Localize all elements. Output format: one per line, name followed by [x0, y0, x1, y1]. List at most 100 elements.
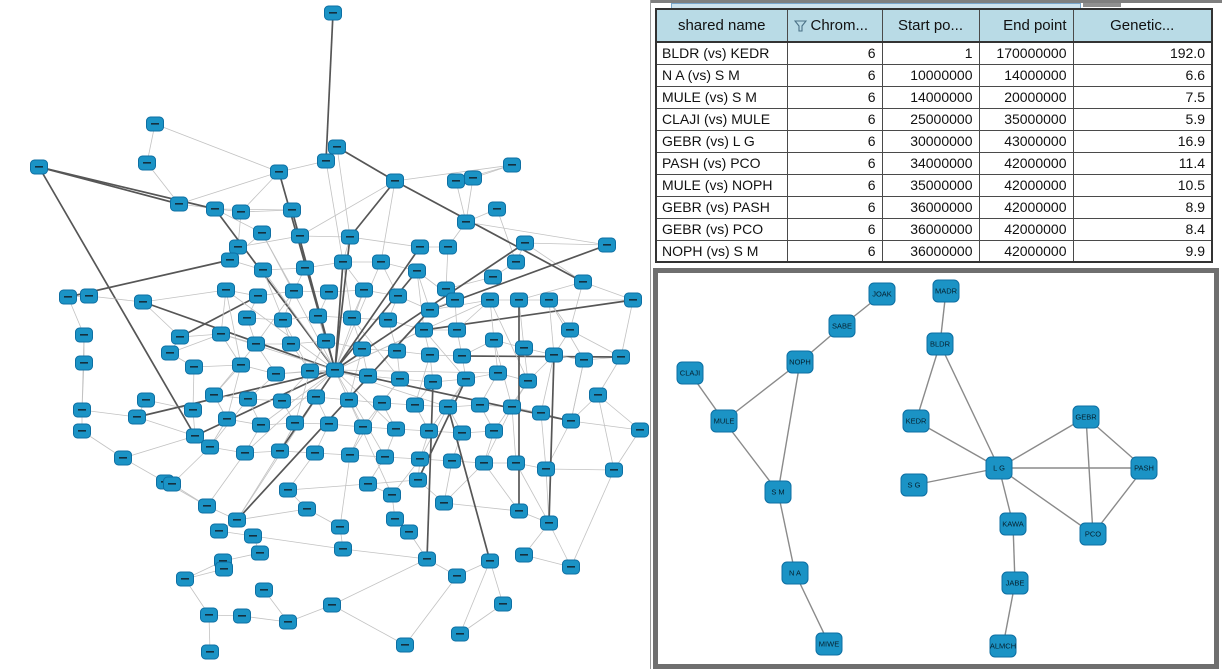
- network-node[interactable]: [184, 402, 202, 418]
- network-node[interactable]: [388, 343, 406, 359]
- network-node[interactable]: [291, 228, 309, 244]
- network-node[interactable]: [411, 451, 429, 467]
- network-node[interactable]: [376, 449, 394, 465]
- network-node[interactable]: [510, 503, 528, 519]
- network-node[interactable]: [200, 607, 218, 623]
- network-node[interactable]: [283, 202, 301, 218]
- network-node[interactable]: [328, 139, 346, 155]
- network-node[interactable]: [386, 173, 404, 189]
- network-node[interactable]: [326, 362, 344, 378]
- network-node[interactable]: [251, 545, 269, 561]
- network-node[interactable]: [421, 302, 439, 318]
- network-node[interactable]: [273, 393, 291, 409]
- table-row[interactable]: GEBR (vs) PASH 6 36000000 42000000 8.9: [655, 195, 1213, 219]
- network-node[interactable]: [114, 450, 132, 466]
- column-header-1[interactable]: Chrom...: [786, 8, 883, 43]
- network-node[interactable]: [134, 294, 152, 310]
- network-node[interactable]: [185, 359, 203, 375]
- network-node[interactable]: [334, 541, 352, 557]
- network-node[interactable]: [306, 445, 324, 461]
- network-node[interactable]: [212, 326, 230, 342]
- network-node[interactable]: [317, 153, 335, 169]
- network-node[interactable]: [279, 614, 297, 630]
- network-node[interactable]: [519, 373, 537, 389]
- network-node[interactable]: [515, 340, 533, 356]
- filter-icon[interactable]: [793, 19, 807, 32]
- network-node[interactable]: [354, 419, 372, 435]
- network-node[interactable]: [270, 164, 288, 180]
- network-node[interactable]: [215, 561, 233, 577]
- network-node-almch[interactable]: ALMCH: [989, 634, 1017, 658]
- network-node[interactable]: [254, 262, 272, 278]
- network-node[interactable]: [210, 523, 228, 539]
- network-node[interactable]: [217, 282, 235, 298]
- network-node[interactable]: [485, 332, 503, 348]
- network-node[interactable]: [170, 196, 188, 212]
- network-node[interactable]: [206, 201, 224, 217]
- network-node[interactable]: [30, 159, 48, 175]
- network-node[interactable]: [494, 596, 512, 612]
- network-node[interactable]: [447, 173, 465, 189]
- network-node[interactable]: [236, 445, 254, 461]
- network-node[interactable]: [575, 352, 593, 368]
- network-node[interactable]: [540, 515, 558, 531]
- network-node[interactable]: [409, 472, 427, 488]
- network-node[interactable]: [286, 415, 304, 431]
- network-node[interactable]: [228, 512, 246, 528]
- scrollbar-thumb-fragment[interactable]: [1083, 3, 1121, 7]
- network-node[interactable]: [605, 462, 623, 478]
- network-node-jabe[interactable]: JABE: [1001, 571, 1029, 595]
- network-node[interactable]: [437, 281, 455, 297]
- network-node[interactable]: [334, 254, 352, 270]
- network-node[interactable]: [73, 402, 91, 418]
- network-node[interactable]: [448, 322, 466, 338]
- network-node[interactable]: [383, 487, 401, 503]
- network-node[interactable]: [453, 425, 471, 441]
- network-node[interactable]: [201, 644, 219, 660]
- network-node[interactable]: [340, 392, 358, 408]
- network-node[interactable]: [411, 239, 429, 255]
- network-node-kawa[interactable]: KAWA: [999, 512, 1027, 536]
- network-node[interactable]: [562, 413, 580, 429]
- network-node[interactable]: [244, 528, 262, 544]
- network-node[interactable]: [471, 397, 489, 413]
- network-node-l-g[interactable]: L G: [985, 456, 1013, 480]
- network-node[interactable]: [408, 263, 426, 279]
- network-node[interactable]: [137, 392, 155, 408]
- network-node[interactable]: [424, 374, 442, 390]
- network-node[interactable]: [138, 155, 156, 171]
- network-node[interactable]: [537, 461, 555, 477]
- network-node[interactable]: [451, 626, 469, 642]
- network-node[interactable]: [198, 498, 216, 514]
- network-node[interactable]: [285, 283, 303, 299]
- network-node[interactable]: [279, 482, 297, 498]
- network-node[interactable]: [59, 289, 77, 305]
- network-node[interactable]: [373, 395, 391, 411]
- network-node[interactable]: [176, 571, 194, 587]
- network-node[interactable]: [186, 428, 204, 444]
- network-node[interactable]: [503, 399, 521, 415]
- network-node[interactable]: [317, 333, 335, 349]
- network-node[interactable]: [320, 284, 338, 300]
- table-row[interactable]: GEBR (vs) L G 6 30000000 43000000 16.9: [655, 129, 1213, 153]
- filtered-network-canvas[interactable]: JOAK MADR SABE NOPH BLDR CLAJI MULE KEDR GEBR L G…: [658, 273, 1214, 664]
- network-node[interactable]: [612, 349, 630, 365]
- network-node[interactable]: [75, 327, 93, 343]
- table-row[interactable]: CLAJI (vs) MULE 6 25000000 35000000 5.9: [655, 107, 1213, 131]
- network-node[interactable]: [439, 239, 457, 255]
- network-node[interactable]: [146, 116, 164, 132]
- network-node[interactable]: [309, 308, 327, 324]
- network-node[interactable]: [532, 405, 550, 421]
- network-node[interactable]: [307, 389, 325, 405]
- network-node[interactable]: [161, 345, 179, 361]
- network-node-sabe[interactable]: SABE: [828, 314, 856, 338]
- network-node[interactable]: [406, 397, 424, 413]
- network-node[interactable]: [355, 282, 373, 298]
- network-node[interactable]: [247, 336, 265, 352]
- network-node[interactable]: [201, 439, 219, 455]
- network-node[interactable]: [331, 519, 349, 535]
- table-row[interactable]: GEBR (vs) PCO 6 36000000 42000000 8.4: [655, 217, 1213, 241]
- network-node[interactable]: [448, 568, 466, 584]
- network-node[interactable]: [359, 368, 377, 384]
- network-node[interactable]: [389, 288, 407, 304]
